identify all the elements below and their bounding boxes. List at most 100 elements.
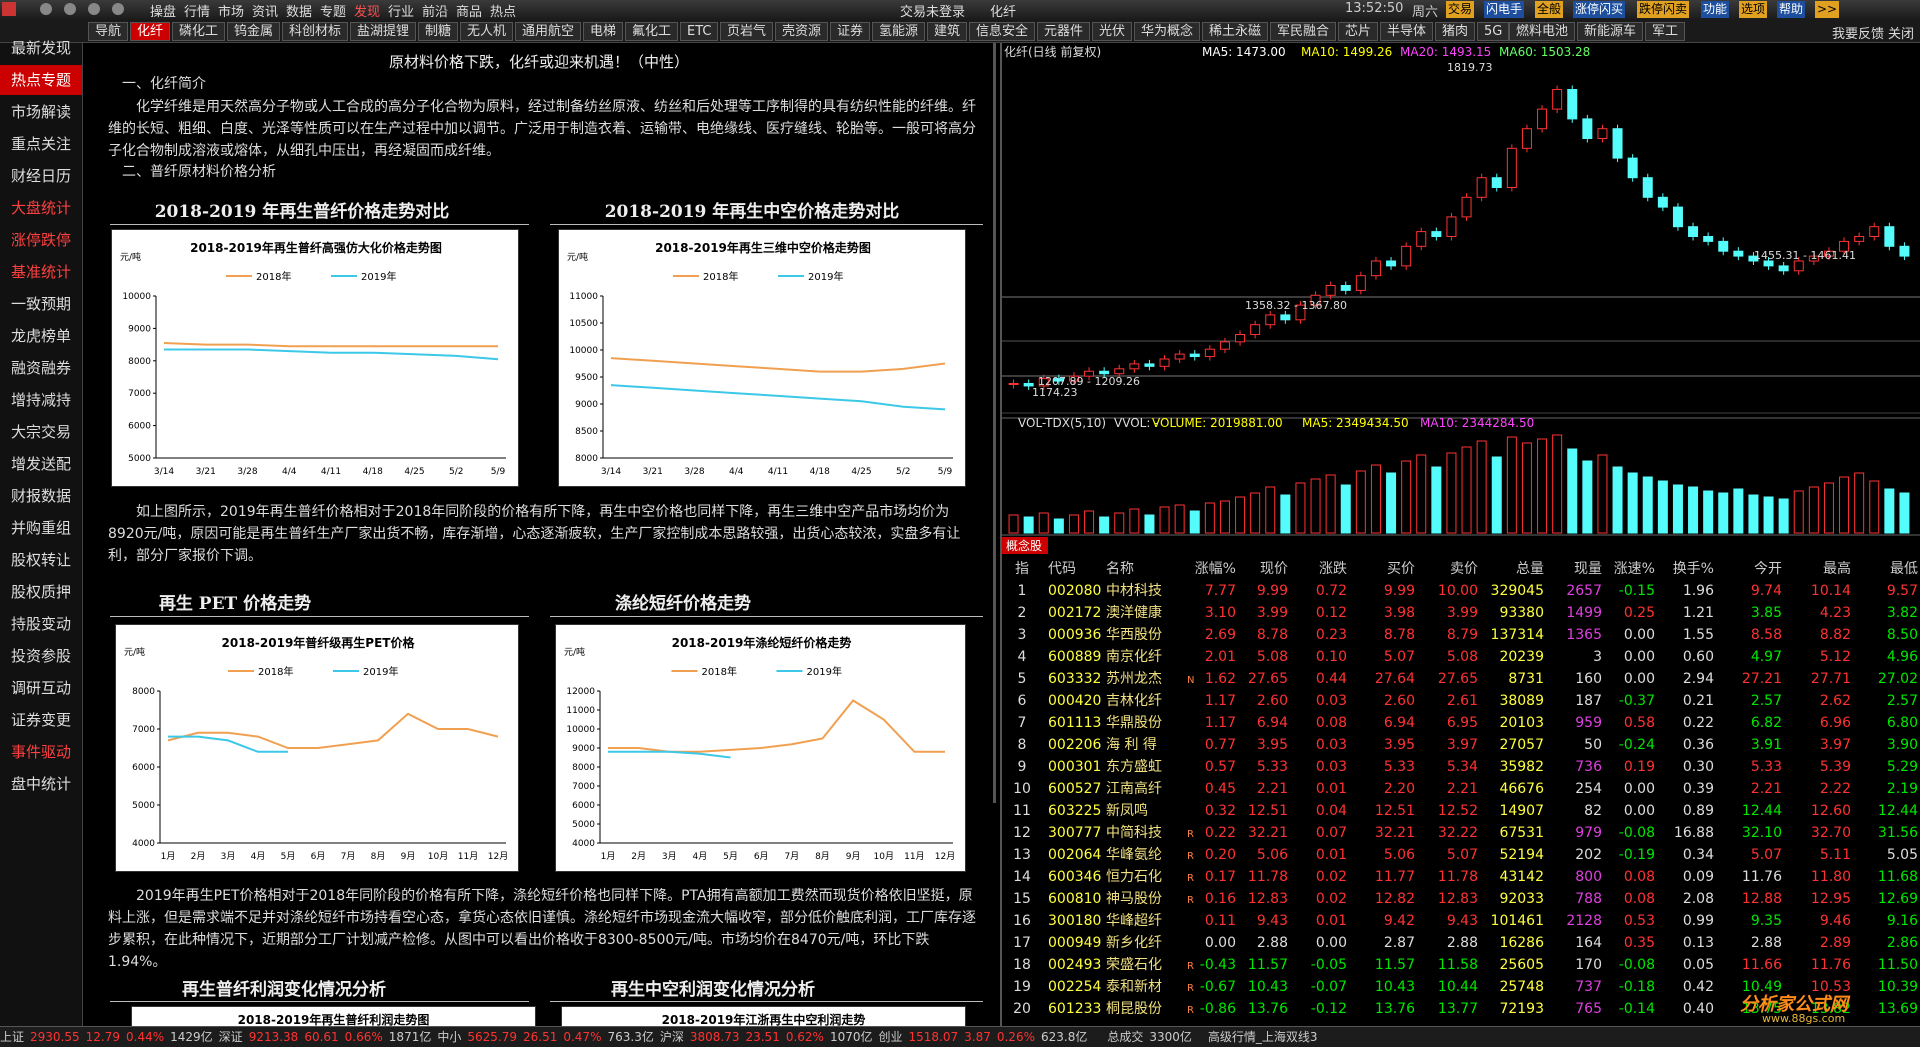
tab[interactable]: 导航 — [88, 22, 129, 41]
tab[interactable]: 半导体 — [1380, 22, 1434, 41]
candle — [1144, 363, 1155, 367]
tab[interactable]: 通用航空 — [515, 22, 582, 41]
tab[interactable]: 盐湖提锂 — [350, 22, 417, 41]
menu-item[interactable]: 数据 — [286, 5, 313, 20]
tab[interactable]: 建筑 — [927, 22, 968, 41]
menu-item[interactable]: 行情 — [184, 5, 211, 20]
menu-item[interactable]: 热点 — [490, 5, 517, 20]
toolbar-button[interactable]: 帮助 — [1777, 1, 1806, 18]
table-cell: 0.05 — [1683, 957, 1714, 973]
toolbar-button[interactable]: 跌停闪卖 — [1637, 1, 1690, 18]
candle — [1612, 128, 1623, 159]
table-cell: 50 — [1584, 737, 1602, 753]
tab[interactable]: 电梯 — [583, 22, 624, 41]
toolbar-button[interactable]: 功能 — [1701, 1, 1730, 18]
sidebar-item[interactable]: 涨停跌停 — [10, 231, 71, 249]
x-tick-label: 3/14 — [601, 467, 621, 477]
tab[interactable]: 军工 — [1645, 22, 1686, 41]
sidebar-item[interactable]: 股权质押 — [10, 583, 71, 601]
sidebar-item[interactable]: 财报数据 — [10, 487, 71, 505]
sidebar-item[interactable]: 热点专题 — [0, 65, 82, 95]
sidebar-item[interactable]: 基准统计 — [10, 263, 71, 281]
table-cell: 中材科技 — [1106, 583, 1162, 599]
sidebar-item[interactable]: 持股变动 — [10, 615, 71, 633]
tab[interactable]: 科创材标 — [282, 22, 349, 41]
toolbar-button[interactable]: >> — [1815, 1, 1840, 18]
tab[interactable]: 氟化工 — [625, 22, 679, 41]
sidebar-item[interactable]: 增发送配 — [10, 455, 71, 473]
tab[interactable]: 钨金属 — [227, 22, 281, 41]
tab[interactable]: 信息安全 — [969, 22, 1036, 41]
tab[interactable]: 军民融合 — [1270, 22, 1337, 41]
menu-item[interactable]: 发现 — [354, 5, 381, 20]
tab[interactable]: 5G — [1477, 22, 1510, 41]
tab[interactable]: 元器件 — [1037, 22, 1091, 41]
tab[interactable]: 证券 — [830, 22, 871, 41]
sidebar-item[interactable]: 调研互动 — [10, 679, 71, 697]
tab-action[interactable]: 关闭 — [1888, 27, 1915, 42]
menu-item[interactable]: 行业 — [388, 5, 415, 20]
column-header: 总量 — [1516, 561, 1544, 577]
sidebar-item[interactable]: 并购重组 — [10, 519, 71, 537]
menu-item[interactable]: 商品 — [456, 5, 483, 20]
sidebar-item[interactable]: 事件驱动 — [10, 743, 71, 761]
indicator: VVOL: - — [1114, 416, 1159, 430]
sidebar-item[interactable]: 重点关注 — [10, 135, 71, 153]
sidebar-item[interactable]: 市场解读 — [10, 103, 71, 121]
table-cell: 788 — [1575, 891, 1602, 907]
sidebar-item[interactable]: 证券变更 — [10, 711, 71, 729]
menu-item[interactable]: 专题 — [320, 5, 347, 20]
sidebar-item[interactable]: 一致预期 — [10, 295, 71, 313]
tab[interactable]: 氢能源 — [872, 22, 926, 41]
table-cell: 25748 — [1499, 979, 1544, 995]
sidebar-item[interactable]: 股权转让 — [10, 551, 71, 569]
tab[interactable]: ETC — [680, 22, 719, 41]
toolbar-button[interactable]: 全般 — [1535, 1, 1564, 18]
scrollbar[interactable] — [993, 43, 996, 803]
menu-item[interactable]: 操盘 — [150, 5, 177, 20]
tab[interactable]: 稀土永磁 — [1202, 22, 1269, 41]
tab[interactable]: 磷化工 — [172, 22, 226, 41]
sidebar-item[interactable]: 大盘统计 — [10, 199, 71, 217]
table-cell: 新乡化纤 — [1106, 935, 1162, 951]
menu-item[interactable]: 前沿 — [422, 5, 449, 20]
sidebar-item[interactable]: 龙虎榜单 — [10, 327, 71, 345]
sidebar-item[interactable]: 融资融券 — [10, 359, 71, 377]
menu-item[interactable]: 市场 — [218, 5, 245, 20]
column-header: 卖价 — [1450, 561, 1478, 577]
candle — [1642, 177, 1653, 198]
table-cell: 海 利 得 — [1106, 736, 1157, 753]
toolbar-button[interactable]: 交易 — [1446, 1, 1475, 18]
candle — [1099, 370, 1110, 375]
tab[interactable]: 光伏 — [1092, 22, 1133, 41]
sidebar-item[interactable]: 最新发现 — [10, 39, 71, 57]
volume-bar — [1627, 472, 1638, 534]
sidebar-item[interactable]: 财经日历 — [10, 167, 71, 185]
table-cell: 46676 — [1499, 781, 1544, 797]
tab[interactable]: 燃料电池 — [1509, 22, 1576, 41]
menu-item[interactable]: 资讯 — [252, 5, 279, 20]
sidebar-item[interactable]: 增持减持 — [10, 391, 71, 409]
table-cell: 600810 — [1048, 891, 1101, 907]
table-cell: 27057 — [1499, 737, 1544, 753]
sidebar-item[interactable]: 大宗交易 — [10, 423, 71, 441]
tab[interactable]: 页岩气 — [720, 22, 774, 41]
tab[interactable]: 新能源车 — [1577, 22, 1644, 41]
tab[interactable]: 猪肉 — [1435, 22, 1476, 41]
tab[interactable]: 壳资源 — [775, 22, 829, 41]
x-tick-label: 10月 — [874, 851, 894, 862]
sidebar-item[interactable]: 投资参股 — [10, 647, 71, 665]
volume-bar — [1416, 454, 1427, 534]
toolbar-button[interactable]: 闪电手 — [1484, 1, 1525, 18]
toolbar-button[interactable]: 选项 — [1739, 1, 1768, 18]
tab[interactable]: 无人机 — [460, 22, 514, 41]
legend-label: 2019年 — [807, 665, 842, 678]
article-title: 原材料价格下跌，化纤或迎来机遇！（中性） — [388, 53, 690, 71]
tab[interactable]: 化纤 — [130, 22, 171, 41]
tab-action[interactable]: 我要反馈 — [1832, 27, 1885, 42]
tab[interactable]: 芯片 — [1338, 22, 1379, 41]
tab[interactable]: 制糖 — [418, 22, 459, 41]
toolbar-button[interactable]: 涨停闪买 — [1573, 1, 1626, 18]
sidebar-item[interactable]: 盘中统计 — [10, 775, 71, 793]
tab[interactable]: 华为概念 — [1134, 22, 1201, 41]
